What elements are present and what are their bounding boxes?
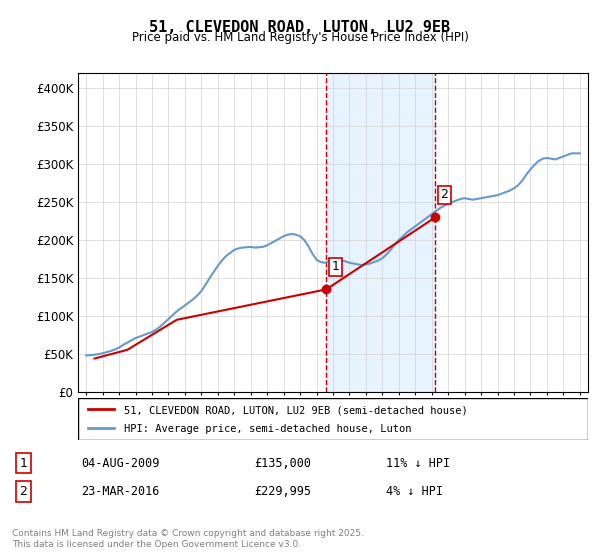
Text: 2: 2 <box>20 485 28 498</box>
Text: 51, CLEVEDON ROAD, LUTON, LU2 9EB (semi-detached house): 51, CLEVEDON ROAD, LUTON, LU2 9EB (semi-… <box>124 405 467 415</box>
Text: 51, CLEVEDON ROAD, LUTON, LU2 9EB: 51, CLEVEDON ROAD, LUTON, LU2 9EB <box>149 20 451 35</box>
Text: HPI: Average price, semi-detached house, Luton: HPI: Average price, semi-detached house,… <box>124 424 412 433</box>
Text: 23-MAR-2016: 23-MAR-2016 <box>81 485 160 498</box>
Text: 1: 1 <box>331 260 339 273</box>
Text: 4% ↓ HPI: 4% ↓ HPI <box>386 485 443 498</box>
Text: Price paid vs. HM Land Registry's House Price Index (HPI): Price paid vs. HM Land Registry's House … <box>131 31 469 44</box>
Text: Contains HM Land Registry data © Crown copyright and database right 2025.
This d: Contains HM Land Registry data © Crown c… <box>12 529 364 549</box>
Text: £135,000: £135,000 <box>254 457 311 470</box>
Text: 1: 1 <box>20 457 28 470</box>
Text: £229,995: £229,995 <box>254 485 311 498</box>
Text: 2: 2 <box>440 188 448 201</box>
Bar <box>326 73 436 392</box>
Text: 04-AUG-2009: 04-AUG-2009 <box>81 457 160 470</box>
Text: 11% ↓ HPI: 11% ↓ HPI <box>386 457 451 470</box>
FancyBboxPatch shape <box>78 398 588 440</box>
